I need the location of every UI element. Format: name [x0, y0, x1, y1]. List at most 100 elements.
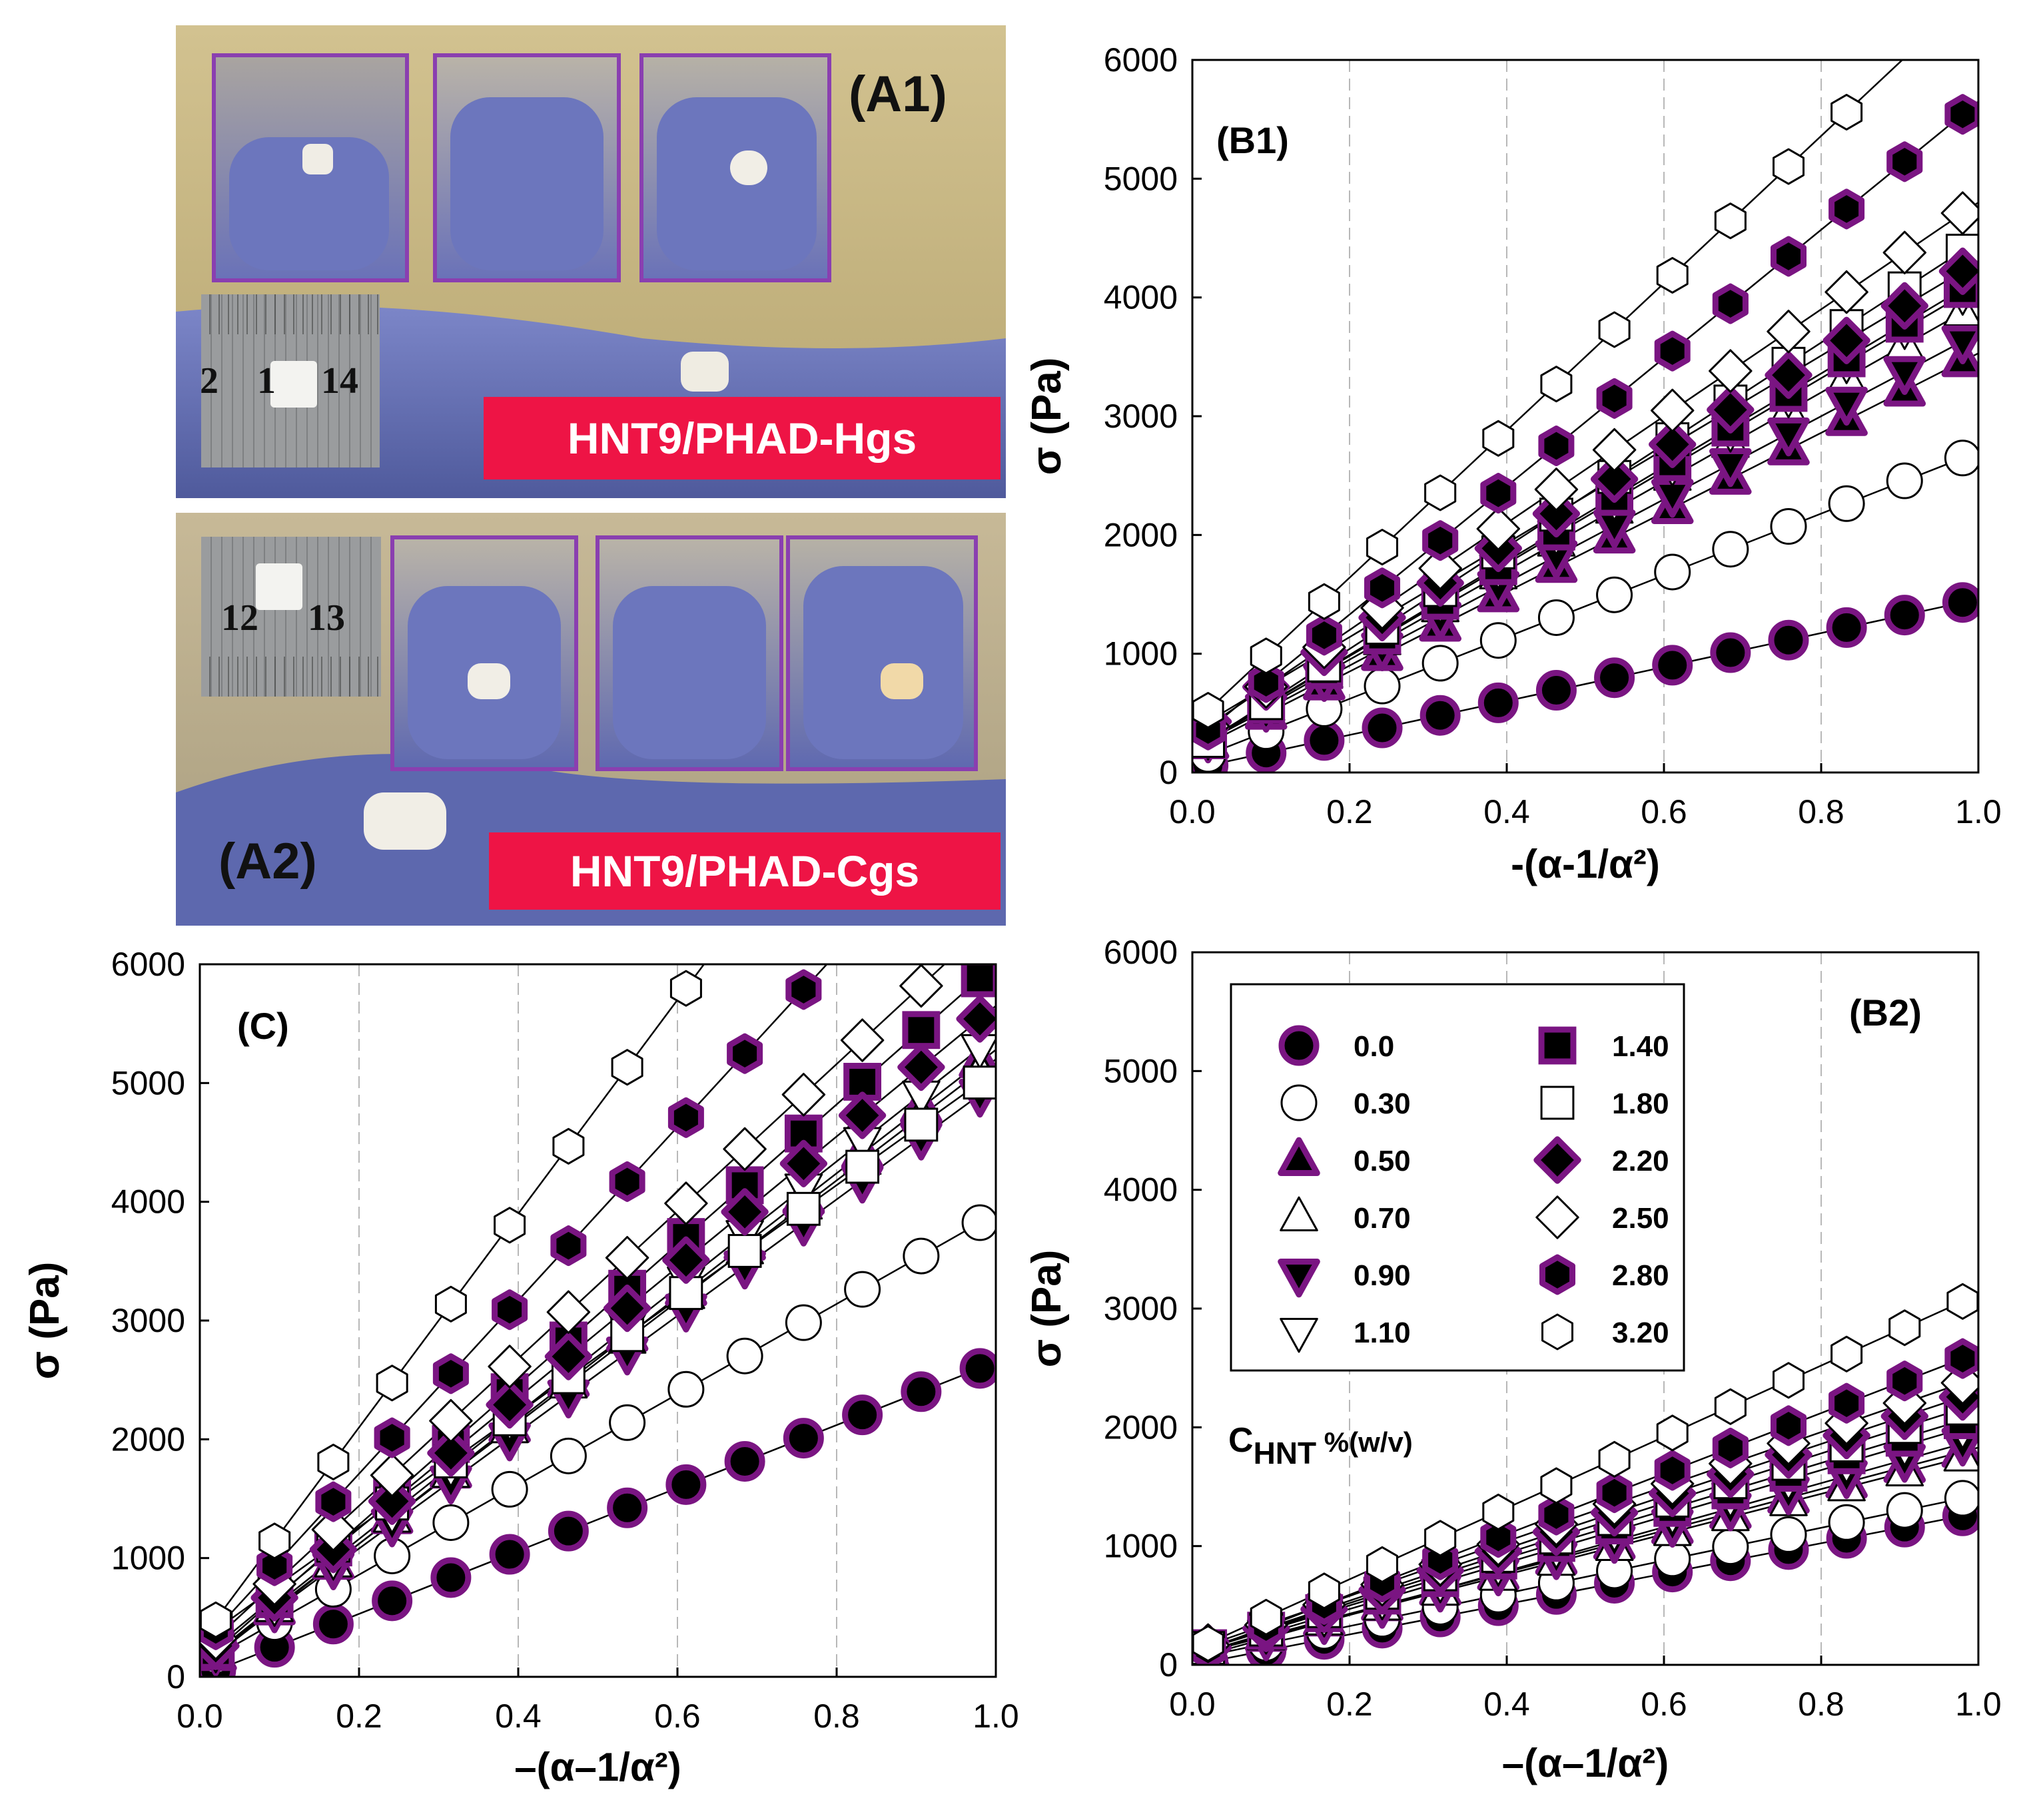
x-tick-label: 0.8 [813, 1697, 860, 1735]
point-2.20 [1649, 420, 1697, 468]
legend-label: 1.40 [1612, 1030, 1669, 1063]
point-0.0 [1652, 645, 1693, 686]
point-0.0 [901, 1371, 942, 1412]
point-2.80 [1828, 188, 1865, 230]
legend-label: 0.90 [1354, 1259, 1411, 1292]
point-0.0 [1362, 707, 1403, 749]
point-2.50 [1824, 270, 1868, 314]
point-0.0 [312, 1604, 354, 1645]
point-3.20 [1773, 148, 1805, 185]
point-2.80 [315, 1481, 352, 1522]
point-2.20 [897, 1043, 945, 1091]
photo-a2-inset-3 [786, 535, 978, 771]
point-0.90 [1825, 386, 1868, 426]
y-tick-label: 1000 [1104, 1528, 1178, 1565]
y-axis-label: σ (Pa) [22, 1262, 68, 1380]
y-tick-label: 1000 [111, 1540, 185, 1577]
point-2.80 [1828, 1382, 1865, 1424]
point-0.30 [1944, 440, 1978, 477]
point-3.20 [1192, 1625, 1224, 1662]
point-2.50 [546, 1290, 591, 1334]
ruler-label-mid: 1 [257, 360, 276, 402]
point-0.30 [726, 1337, 763, 1374]
y-tick-label: 3000 [1104, 1290, 1178, 1327]
point-0.30 [1537, 599, 1575, 636]
point-2.50 [1651, 388, 1695, 433]
point-2.80 [1712, 1427, 1749, 1468]
legend-marker-0.90 [1278, 1259, 1320, 1298]
point-3.20 [1250, 637, 1282, 675]
point-2.50 [370, 1453, 414, 1497]
x-tick-label: 0.8 [1798, 1685, 1844, 1723]
point-3.20 [1366, 1546, 1398, 1583]
point-3.20 [1714, 1388, 1747, 1425]
point-2.80 [1364, 567, 1400, 609]
point-2.80 [374, 1417, 410, 1458]
point-0.0 [1477, 682, 1519, 723]
x-tick-label: 0.4 [1483, 1685, 1530, 1723]
point-3.20 [434, 1285, 467, 1323]
point-2.50 [429, 1398, 473, 1443]
point-2.80 [256, 1545, 293, 1586]
point-3.20 [1424, 474, 1457, 511]
point-2.20 [427, 1429, 475, 1477]
point-2.20 [1707, 386, 1755, 434]
x-tick-label: 0.2 [1326, 1685, 1373, 1723]
point-2.80 [609, 1161, 645, 1202]
legend-label: 3.20 [1612, 1317, 1669, 1349]
legend-label: 0.0 [1354, 1030, 1394, 1063]
point-3.20 [317, 1443, 350, 1480]
y-tick-label: 2000 [111, 1420, 185, 1458]
chart-c: 0.0 0.2 0.4 0.6 0.8 1.0 0 1000 2000 3000 4000 5000 6… [22, 946, 1019, 1789]
legend-label: 2.20 [1612, 1145, 1669, 1177]
point-0.30 [1828, 1504, 1865, 1541]
point-1.40 [961, 964, 996, 998]
point-0.30 [844, 1271, 881, 1308]
x-tick-label: 0.2 [336, 1697, 382, 1735]
point-2.50 [664, 1181, 708, 1225]
point-0.30 [609, 1404, 646, 1441]
point-0.0 [959, 1348, 996, 1389]
point-0.0 [489, 1534, 530, 1575]
y-tick-label: 0 [1159, 754, 1178, 791]
legend-title: CHNT %(w/v) [1228, 1421, 1413, 1470]
point-0.30 [1886, 462, 1923, 499]
point-2.20 [368, 1477, 416, 1525]
photo-a1-ruler: 2 1 14 [200, 294, 380, 467]
point-0.30 [550, 1437, 587, 1474]
data-points [1192, 93, 1978, 772]
photo-a2-inset-2 [596, 535, 783, 771]
point-2.50 [605, 1236, 649, 1280]
point-0.30 [1364, 667, 1401, 705]
point-3.20 [1598, 1440, 1631, 1478]
point-3.20 [494, 1207, 526, 1244]
point-3.20 [1656, 1414, 1689, 1452]
y-tick-label: 6000 [1104, 934, 1178, 971]
ruler2-label-left: 12 [221, 597, 258, 639]
legend-marker-2.50 [1535, 1195, 1579, 1239]
point-2.50 [1592, 428, 1637, 472]
photo-a2: 12 13 (A2) HNT9/PHAD-Cgs [176, 513, 1006, 926]
x-tick-label: 0.4 [495, 1697, 542, 1735]
point-2.80 [1944, 1338, 1978, 1379]
y-tick-label: 5000 [1104, 1052, 1178, 1089]
point-0.30 [903, 1237, 940, 1275]
point-3.20 [1830, 93, 1863, 131]
point-2.80 [1538, 426, 1575, 466]
x-tick-label: 0.0 [1169, 793, 1216, 830]
point-3.20 [552, 1127, 585, 1165]
point-2.80 [1886, 1361, 1923, 1402]
point-2.80 [1596, 1472, 1633, 1514]
photo-a1-inset-1 [212, 53, 409, 282]
panel-title: (B2) [1849, 992, 1922, 1034]
point-3.20 [611, 1049, 643, 1086]
caption-a2: HNT9/PHAD-Cgs [489, 832, 1001, 910]
point-0.30 [1886, 1492, 1923, 1529]
point-2.20 [1765, 351, 1813, 399]
point-0.90 [1767, 417, 1810, 457]
legend-marker-0.30 [1280, 1084, 1318, 1121]
point-2.20 [721, 1188, 769, 1236]
point-0.30 [1712, 531, 1749, 568]
caption-a1: HNT9/PHAD-Hgs [484, 397, 1001, 479]
point-2.20 [486, 1380, 534, 1429]
